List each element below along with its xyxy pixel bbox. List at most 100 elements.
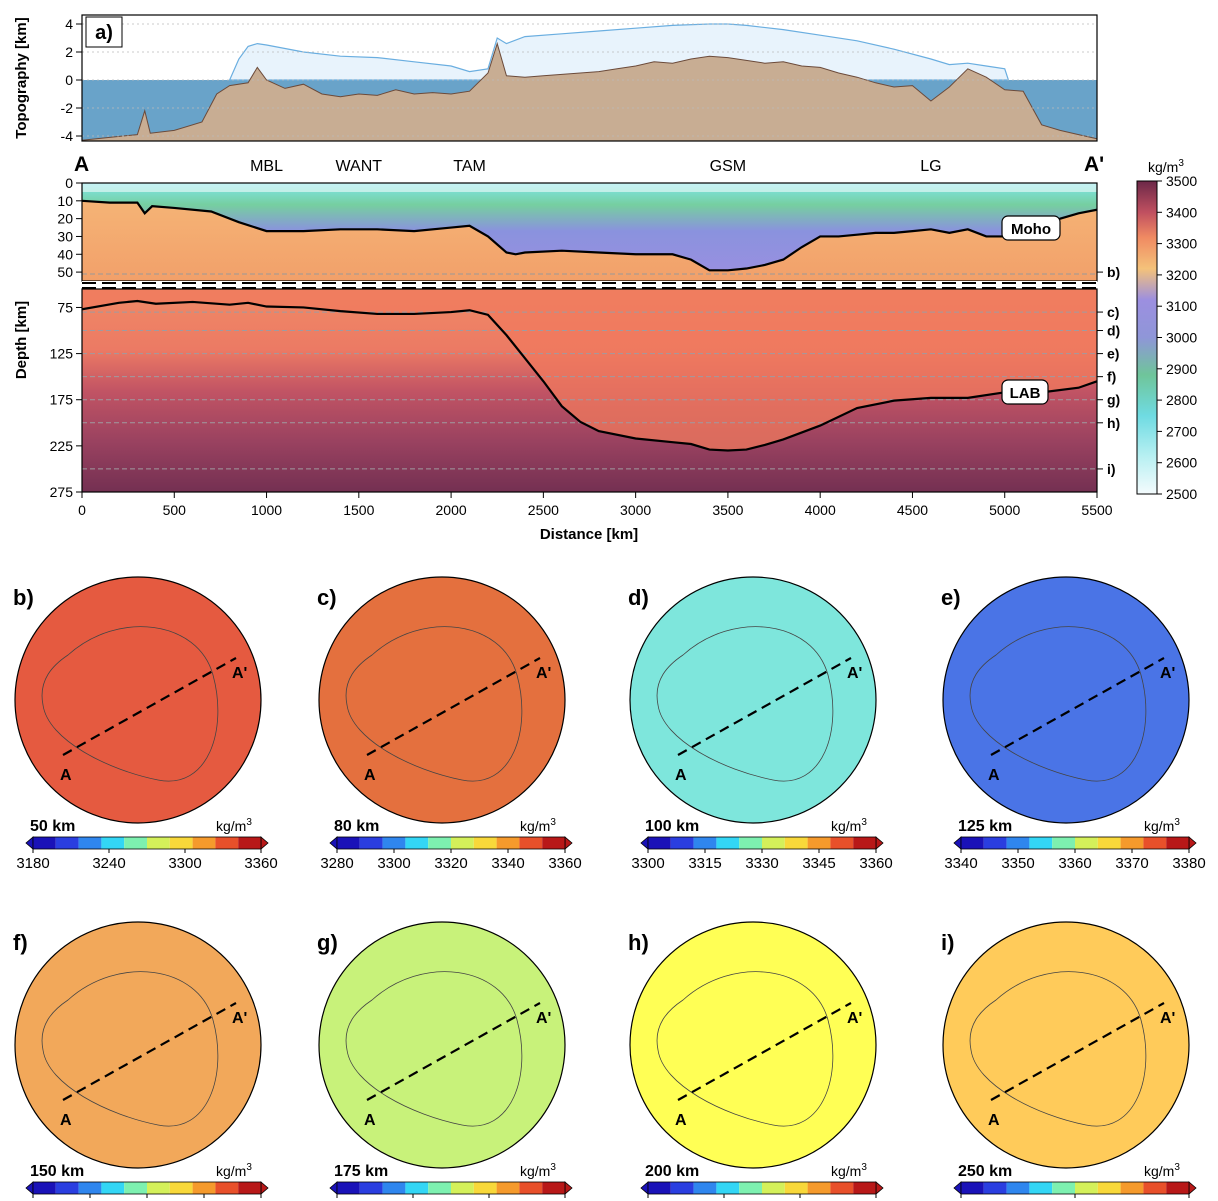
distance-tick-label: 4000 bbox=[805, 502, 836, 518]
map-frame bbox=[14, 576, 262, 824]
colorbar-tick-label: 3330 bbox=[745, 855, 778, 872]
slice-label: g) bbox=[1107, 392, 1120, 408]
map-frame bbox=[629, 921, 877, 1169]
depth-tick-label: 30 bbox=[57, 228, 73, 244]
map-frame bbox=[942, 576, 1190, 824]
colorbar-tick-label: 3380 bbox=[1172, 855, 1205, 872]
map-endpoint-a-prime: A' bbox=[1160, 665, 1175, 682]
colorbar-swatch bbox=[78, 1182, 102, 1194]
endpoint-a-top: A bbox=[74, 153, 89, 176]
map-body bbox=[630, 577, 876, 823]
map-depth-label: 100 km bbox=[645, 818, 699, 835]
main-colorbar-tick-label: 2600 bbox=[1166, 455, 1197, 471]
topography-y-tick-label: 4 bbox=[65, 16, 73, 32]
colorbar-tick-label: 3300 bbox=[168, 855, 201, 872]
distance-tick-label: 3000 bbox=[620, 502, 651, 518]
slice-label: d) bbox=[1107, 323, 1120, 339]
map-body bbox=[943, 577, 1189, 823]
colorbar-swatch bbox=[1029, 1182, 1053, 1194]
depth-tick-label: 225 bbox=[50, 438, 74, 454]
colorbar-swatch bbox=[124, 837, 147, 849]
colorbar-swatch bbox=[1143, 837, 1167, 849]
map-panel-label: g) bbox=[317, 930, 338, 955]
profile-label-lg: LG bbox=[920, 158, 941, 175]
colorbar-tick-label: 3180 bbox=[16, 855, 49, 872]
main-colorbar-tick-label: 2800 bbox=[1166, 392, 1197, 408]
distance-tick-label: 4500 bbox=[897, 502, 928, 518]
colorbar-swatch bbox=[382, 837, 406, 849]
colorbar-tick-label: 3240 bbox=[92, 855, 125, 872]
colorbar-swatch bbox=[55, 1182, 79, 1194]
map-panel-label: f) bbox=[13, 930, 28, 955]
colorbar-swatch bbox=[983, 1182, 1007, 1194]
colorbar-swatch bbox=[983, 837, 1007, 849]
depth-slice-maps: A A' b) 50 km kg/m3 3180 3240 3300 3360 A A' c) 80 k… bbox=[13, 576, 1206, 1201]
colorbar-swatch bbox=[542, 837, 565, 849]
distance-tick-label: 1500 bbox=[343, 502, 374, 518]
map-endpoint-a-prime: A' bbox=[536, 665, 551, 682]
topography-y-tick-label: 2 bbox=[65, 44, 73, 60]
colorbar-swatch bbox=[670, 1182, 694, 1194]
colorbar-swatch bbox=[428, 837, 451, 849]
distance-ticks: 0 500 1000 1500 2000 2500 3000 3500 4000 4500 5000… bbox=[78, 492, 1113, 518]
map-endpoint-a: A bbox=[60, 767, 72, 784]
colorbar-frame bbox=[336, 1181, 566, 1195]
colorbar-swatch bbox=[807, 837, 831, 849]
ice-surface-area bbox=[228, 23, 1010, 81]
colorbar-high-arrow bbox=[1188, 1181, 1197, 1195]
depth-tick-label: 275 bbox=[50, 484, 74, 500]
topography-y-ticks: 4 2 0 -2 -4 bbox=[61, 16, 82, 144]
slice-label: h) bbox=[1107, 415, 1120, 431]
endpoint-a-prime-top: A' bbox=[1084, 153, 1104, 176]
slice-lines bbox=[82, 311, 1097, 470]
colorbar-low-arrow bbox=[25, 1181, 34, 1195]
colorbar-high-arrow bbox=[564, 1181, 573, 1195]
depth-tick-label: 125 bbox=[50, 346, 74, 362]
continent-outline bbox=[41, 626, 219, 782]
map-frame bbox=[318, 576, 566, 824]
colorbar-high-arrow bbox=[875, 836, 884, 850]
map-endpoint-a-prime: A' bbox=[847, 1010, 862, 1027]
main-colorbar-tick-label: 3000 bbox=[1166, 330, 1197, 346]
colorbar-swatch bbox=[1120, 837, 1144, 849]
colorbar-swatch bbox=[1006, 837, 1030, 849]
colorbar-swatch bbox=[238, 1182, 261, 1194]
colorbar-swatch bbox=[1052, 837, 1075, 849]
moho-line bbox=[82, 199, 1097, 272]
depth-tick-label: 10 bbox=[57, 193, 73, 209]
colorbar-swatch bbox=[542, 1182, 565, 1194]
main-colorbar: kg/m3 3500 3400 3300 3200 3100 3000 2900 2800 27… bbox=[1136, 158, 1197, 502]
colorbar-swatch bbox=[1006, 1182, 1030, 1194]
main-colorbar-tick-label: 2900 bbox=[1166, 361, 1197, 377]
colorbar-swatch bbox=[215, 837, 239, 849]
colorbar-tick-label: 3320 bbox=[434, 855, 467, 872]
map-frame bbox=[14, 921, 262, 1169]
colorbar-swatch bbox=[519, 1182, 543, 1194]
colorbar-swatch bbox=[830, 1182, 854, 1194]
profile-label-want: WANT bbox=[336, 158, 383, 175]
colorbar-swatch bbox=[473, 1182, 497, 1194]
map-unit-label: kg/m3 bbox=[520, 1162, 556, 1179]
colorbar-low-arrow bbox=[640, 836, 649, 850]
colorbar-swatch bbox=[169, 1182, 193, 1194]
bedrock-area bbox=[82, 41, 1097, 141]
distance-tick-label: 0 bbox=[78, 502, 86, 518]
colorbar-swatch bbox=[1029, 837, 1053, 849]
colorbar-swatch bbox=[648, 837, 671, 849]
craton-area bbox=[82, 289, 1097, 451]
continent-outline bbox=[969, 626, 1147, 782]
topography-panel: 4 2 0 -2 -4 Topography [km] a) bbox=[13, 14, 1098, 144]
continent-outline bbox=[656, 626, 834, 782]
distance-axis-label: Distance [km] bbox=[540, 526, 638, 543]
colorbar-tick-label: 3315 bbox=[688, 855, 721, 872]
map-c: A A' c) 80 km kg/m3 3280 3300 3320 3340 3360 bbox=[317, 576, 582, 872]
map-depth-label: 250 km bbox=[958, 1163, 1012, 1180]
map-unit-label: kg/m3 bbox=[831, 817, 867, 834]
colorbar-swatch bbox=[147, 837, 170, 849]
continent-outline bbox=[656, 971, 834, 1127]
colorbar-swatch bbox=[961, 1182, 984, 1194]
colorbar-low-arrow bbox=[953, 836, 962, 850]
